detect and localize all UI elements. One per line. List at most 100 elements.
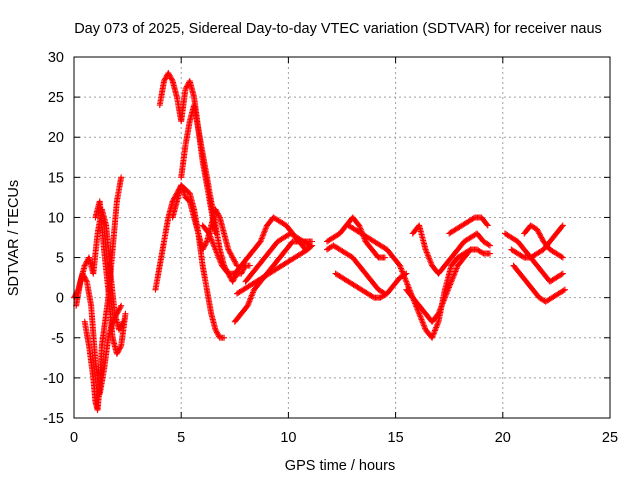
data-point xyxy=(81,262,88,269)
data-point xyxy=(228,251,235,258)
plot-frame xyxy=(73,56,611,419)
data-point xyxy=(558,223,565,230)
data-point xyxy=(117,344,124,351)
x-tick-label: 10 xyxy=(280,430,296,446)
data-point xyxy=(216,213,223,220)
data-point xyxy=(118,174,125,181)
data-point xyxy=(162,75,169,82)
y-tick-label: 10 xyxy=(48,210,64,226)
y-tick-label: 20 xyxy=(48,130,64,146)
data-point xyxy=(232,259,239,266)
data-point xyxy=(116,305,123,312)
y-tick-label: -15 xyxy=(43,411,64,427)
data-point xyxy=(233,261,240,268)
y-axis-label: SDTVAR / TECUs xyxy=(6,180,22,296)
data-point xyxy=(227,250,234,257)
data-point xyxy=(559,222,566,229)
series-sat-q xyxy=(403,246,474,341)
data-point xyxy=(537,233,544,240)
data-point xyxy=(166,72,173,79)
x-tick-label: 5 xyxy=(177,430,185,446)
data-point xyxy=(486,250,493,257)
data-point xyxy=(231,258,238,265)
data-point xyxy=(215,332,222,339)
series-sat-s xyxy=(446,214,491,237)
data-point xyxy=(229,254,236,261)
data-point xyxy=(536,231,543,238)
series-sat-w xyxy=(521,222,566,261)
series-sat-v xyxy=(510,262,568,305)
data-point xyxy=(168,75,175,82)
data-point xyxy=(479,249,486,256)
data-point xyxy=(381,254,388,261)
data-point xyxy=(161,78,168,85)
data-point xyxy=(183,84,190,91)
data-point xyxy=(202,241,209,248)
data-point xyxy=(83,277,90,284)
data-point xyxy=(306,242,313,249)
data-point xyxy=(201,242,208,249)
data-point xyxy=(118,302,125,309)
data-point xyxy=(369,293,376,300)
data-point xyxy=(231,257,238,264)
data-point xyxy=(114,349,121,356)
data-point xyxy=(238,270,245,277)
data-point xyxy=(239,267,246,274)
data-point xyxy=(165,70,172,77)
data-point xyxy=(168,76,175,83)
series-sat-f xyxy=(156,70,219,237)
data-point xyxy=(116,326,123,333)
data-point xyxy=(228,253,235,260)
data-point xyxy=(535,229,542,236)
data-point xyxy=(231,275,238,282)
data-point xyxy=(558,271,565,278)
data-point xyxy=(467,246,474,253)
data-point xyxy=(116,325,123,332)
data-point xyxy=(201,243,208,250)
data-point xyxy=(539,235,546,242)
data-point xyxy=(182,86,189,93)
data-point xyxy=(214,330,221,337)
data-point xyxy=(113,350,120,357)
data-point xyxy=(534,227,541,234)
data-point xyxy=(166,71,173,78)
data-point xyxy=(485,241,492,248)
data-point xyxy=(115,348,122,355)
data-point xyxy=(230,277,237,284)
x-tick-label: 20 xyxy=(495,430,511,446)
data-point xyxy=(199,246,206,253)
data-point xyxy=(558,253,565,260)
data-point xyxy=(534,226,541,233)
series-sat-l xyxy=(242,230,313,285)
data-point xyxy=(305,241,312,248)
data-point xyxy=(82,261,89,268)
data-point xyxy=(538,234,545,241)
data-point xyxy=(213,328,220,335)
data-point xyxy=(519,253,526,260)
series-sat-o xyxy=(332,270,410,301)
data-point xyxy=(116,345,123,352)
data-point xyxy=(238,269,245,276)
data-point xyxy=(117,304,124,311)
y-tick-label: 5 xyxy=(56,251,64,267)
y-tick-label: -5 xyxy=(51,331,64,347)
y-tick-label: 30 xyxy=(48,50,64,66)
series-sat-r xyxy=(409,222,493,277)
data-point xyxy=(484,222,491,229)
chart-title: Day 073 of 2025, Sidereal Day-to-day VTE… xyxy=(74,21,602,37)
data-point xyxy=(221,334,228,341)
data-point xyxy=(560,287,567,294)
data-points xyxy=(71,70,568,413)
y-tick-label: -10 xyxy=(43,371,64,387)
data-point xyxy=(225,246,232,253)
data-point xyxy=(483,221,490,228)
data-point xyxy=(226,247,233,254)
y-tick-label: 0 xyxy=(56,291,64,307)
x-tick-label: 15 xyxy=(388,430,404,446)
x-tick-label: 25 xyxy=(602,430,618,446)
data-point xyxy=(212,326,219,333)
series-sat-t xyxy=(501,230,566,285)
data-point xyxy=(161,76,168,83)
grid-lines xyxy=(74,57,610,418)
